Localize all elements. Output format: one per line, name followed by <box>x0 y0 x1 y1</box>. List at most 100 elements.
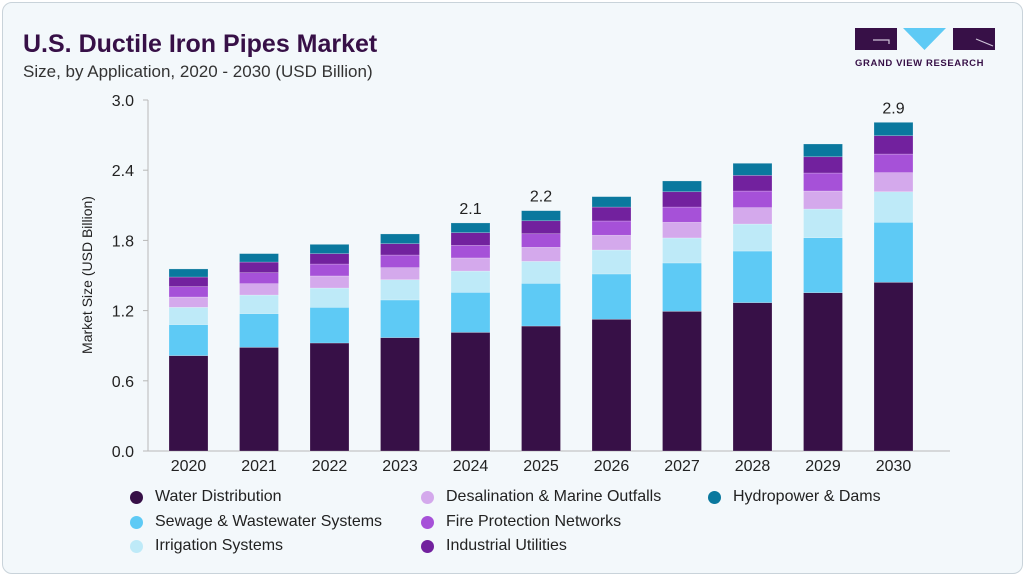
bar-segment-irrigation-systems-2030 <box>873 191 914 223</box>
bar-segment-water-distribution-2021 <box>239 347 279 452</box>
bar-segment-desalination-marine-outfalls-2026 <box>591 234 632 251</box>
bar-segment-industrial-utilities-2020 <box>168 276 209 287</box>
bar-segment-industrial-utilities-2022 <box>309 253 350 265</box>
bar-segment-sewage-wastewater-systems-2022 <box>309 307 350 344</box>
data-label-2024: 2.1 <box>459 201 481 218</box>
legend-label: Desalination & Marine Outfalls <box>446 488 662 505</box>
bar-segment-water-distribution-2028 <box>732 302 773 452</box>
y-tick-label: 0.0 <box>112 444 134 461</box>
bar-segment-water-distribution-2029 <box>803 292 843 452</box>
bar-segment-hydropower-dams-2029 <box>803 143 843 158</box>
legend-label: Hydropower & Dams <box>733 488 881 505</box>
legend-item: Fire Protection Networks <box>421 513 621 531</box>
bar-segment-fire-protection-networks-2024 <box>450 245 491 259</box>
x-tick-label: 2025 <box>523 458 559 475</box>
x-tick-label: 2020 <box>171 458 207 475</box>
bar-segment-fire-protection-networks-2023 <box>380 254 420 268</box>
bar-segment-hydropower-dams-2021 <box>239 253 279 263</box>
bar-segment-industrial-utilities-2024 <box>450 232 491 246</box>
y-tick-label: 2.4 <box>112 163 134 180</box>
bar-segment-fire-protection-networks-2025 <box>521 233 561 248</box>
legend-swatch-icon <box>708 490 721 504</box>
bar-segment-irrigation-systems-2025 <box>521 261 561 284</box>
data-label-2025: 2.2 <box>530 189 552 206</box>
legend-swatch-icon <box>421 515 434 529</box>
bar-segment-industrial-utilities-2026 <box>591 206 632 222</box>
y-tick-label: 3.0 <box>112 93 134 110</box>
bar-segment-desalination-marine-outfalls-2030 <box>873 172 914 193</box>
legend: Water Distribution Sewage & Wastewater Sy… <box>130 488 950 563</box>
x-tick-label: 2023 <box>382 458 418 475</box>
bar-segment-hydropower-dams-2026 <box>591 196 632 208</box>
bar-segment-irrigation-systems-2026 <box>591 249 632 275</box>
bar-segment-fire-protection-networks-2026 <box>591 220 632 236</box>
legend-swatch-icon <box>421 539 434 553</box>
legend-item: Desalination & Marine Outfalls <box>421 488 661 506</box>
x-tick-label: 2027 <box>664 458 700 475</box>
bar-segment-hydropower-dams-2022 <box>309 244 350 254</box>
chart-subtitle: Size, by Application, 2020 - 2030 (USD B… <box>23 62 373 81</box>
bar-segment-sewage-wastewater-systems-2028 <box>732 250 773 303</box>
legend-label: Water Distribution <box>155 488 282 505</box>
chart-title: U.S. Ductile Iron Pipes Market <box>23 30 378 58</box>
bar-segment-water-distribution-2030 <box>873 281 914 452</box>
bar-segment-irrigation-systems-2027 <box>662 237 702 264</box>
bar-segment-desalination-marine-outfalls-2027 <box>662 221 702 239</box>
legend-label: Sewage & Wastewater Systems <box>155 513 383 530</box>
bar-segment-fire-protection-networks-2020 <box>168 286 209 298</box>
bar-segment-fire-protection-networks-2022 <box>309 263 350 277</box>
bar-segment-desalination-marine-outfalls-2025 <box>521 247 561 262</box>
legend-swatch-icon <box>421 490 434 504</box>
bar-segment-desalination-marine-outfalls-2021 <box>239 283 279 296</box>
data-label-2030: 2.9 <box>882 100 904 117</box>
bar-segment-industrial-utilities-2030 <box>873 135 914 155</box>
bar-segment-water-distribution-2023 <box>380 337 420 452</box>
legend-swatch-icon <box>130 490 143 504</box>
bar-segment-water-distribution-2020 <box>168 355 209 452</box>
legend-item: Industrial Utilities <box>421 537 567 555</box>
bar-segment-hydropower-dams-2027 <box>662 180 702 193</box>
bar-segment-sewage-wastewater-systems-2027 <box>662 262 702 312</box>
x-tick-label: 2030 <box>876 458 912 475</box>
bar-segment-industrial-utilities-2021 <box>239 261 279 273</box>
bar-segment-desalination-marine-outfalls-2022 <box>309 275 350 289</box>
bar-segment-fire-protection-networks-2029 <box>803 172 843 192</box>
bar-segment-desalination-marine-outfalls-2029 <box>803 190 843 210</box>
legend-item: Hydropower & Dams <box>708 488 881 506</box>
bar-segment-hydropower-dams-2023 <box>380 233 420 244</box>
bar-segment-irrigation-systems-2021 <box>239 294 279 314</box>
x-tick-label: 2021 <box>241 458 277 475</box>
bar-segment-irrigation-systems-2024 <box>450 270 491 293</box>
legend-item: Water Distribution <box>130 488 282 506</box>
bar-segment-industrial-utilities-2023 <box>380 243 420 256</box>
bar-segment-fire-protection-networks-2028 <box>732 190 773 208</box>
x-tick-label: 2026 <box>594 458 630 475</box>
bar-segment-sewage-wastewater-systems-2026 <box>591 273 632 320</box>
bar-segment-sewage-wastewater-systems-2030 <box>873 221 914 283</box>
bar-segment-sewage-wastewater-systems-2025 <box>521 283 561 327</box>
bar-segment-sewage-wastewater-systems-2024 <box>450 292 491 333</box>
bar-segment-water-distribution-2022 <box>309 342 350 452</box>
legend-label: Industrial Utilities <box>446 537 567 554</box>
legend-item: Sewage & Wastewater Systems <box>130 513 382 531</box>
bar-segment-hydropower-dams-2020 <box>168 268 209 278</box>
bar-segment-hydropower-dams-2024 <box>450 222 491 233</box>
bar-segment-industrial-utilities-2027 <box>662 191 702 208</box>
bar-segment-water-distribution-2027 <box>662 311 702 452</box>
bar-segment-fire-protection-networks-2027 <box>662 206 702 223</box>
y-tick-label: 1.2 <box>112 304 134 321</box>
x-tick-label: 2022 <box>312 458 348 475</box>
bar-segment-sewage-wastewater-systems-2021 <box>239 313 279 348</box>
bar-segment-desalination-marine-outfalls-2020 <box>168 296 209 308</box>
bar-segment-industrial-utilities-2025 <box>521 220 561 235</box>
legend-swatch-icon <box>130 539 143 553</box>
bar-segment-water-distribution-2026 <box>591 318 632 452</box>
bar-segment-desalination-marine-outfalls-2028 <box>732 207 773 225</box>
bar-segment-hydropower-dams-2025 <box>521 210 561 222</box>
grand-view-research-logo <box>855 28 995 50</box>
legend-swatch-icon <box>130 515 143 529</box>
bar-segment-sewage-wastewater-systems-2029 <box>803 237 843 293</box>
bar-segment-hydropower-dams-2030 <box>873 122 914 136</box>
bar-segment-industrial-utilities-2028 <box>732 175 773 192</box>
